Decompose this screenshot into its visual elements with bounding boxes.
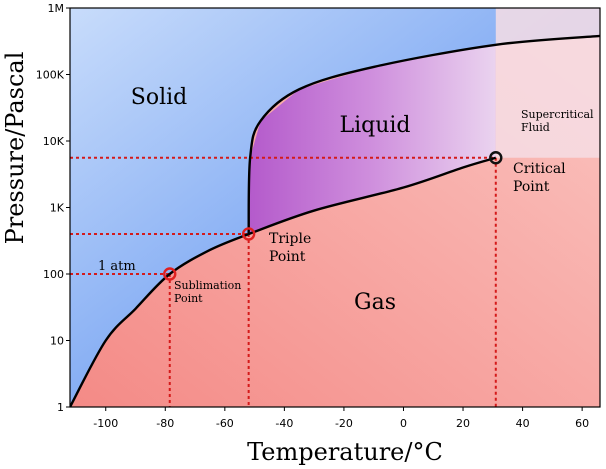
x-tick-label: -60 xyxy=(216,417,234,430)
x-tick-label: -40 xyxy=(275,417,293,430)
x-tick-label: 0 xyxy=(400,417,407,430)
y-tick-label: 1M xyxy=(48,2,65,15)
sublimation-point-label-line2: Point xyxy=(174,292,203,305)
triple-point-marker xyxy=(241,227,256,241)
supercritical-label-line2: Fluid xyxy=(521,121,550,134)
triple-point-label-line2: Point xyxy=(269,249,306,265)
x-tick-label: -20 xyxy=(335,417,353,430)
y-axis-title: Pressure/Pascal xyxy=(1,52,29,245)
x-tick-label: 20 xyxy=(456,417,470,430)
phase-regions xyxy=(70,8,600,407)
triple-point-label-line1: Triple xyxy=(269,231,311,247)
dotted-guide-lines xyxy=(70,156,497,407)
melting-curve xyxy=(247,34,600,234)
critical-point-marker xyxy=(489,151,503,165)
critical-point-label-line1: Critical xyxy=(513,161,566,177)
critical-point-label-line2: Point xyxy=(513,179,550,195)
supercritical-region xyxy=(495,8,600,158)
x-axis-ticks: -100 -80 -60 -40 -20 0 20 40 60 xyxy=(93,407,589,430)
supercritical-label-line1: Supercritical xyxy=(521,108,594,121)
x-axis-title: Temperature/°C xyxy=(247,438,443,466)
y-tick-label: 1K xyxy=(50,202,65,215)
special-points xyxy=(163,151,503,281)
solid-label: Solid xyxy=(131,85,187,110)
one-atm-label: 1 atm xyxy=(98,259,136,274)
y-axis-ticks: 1 10 100 1K 10K 100K 1M xyxy=(36,2,70,414)
x-tick-label: -80 xyxy=(156,417,174,430)
liquid-label: Liquid xyxy=(339,113,410,138)
y-tick-label: 100 xyxy=(43,268,64,281)
sublimation-point-marker xyxy=(163,267,177,281)
sublimation-point-label-line1: Sublimation xyxy=(174,279,241,292)
y-tick-label: 100K xyxy=(36,69,65,82)
vaporization-curve xyxy=(248,156,497,236)
phase-boundary-curves xyxy=(70,34,600,407)
sublimation-curve xyxy=(70,232,250,407)
liquid-region xyxy=(248,44,496,234)
x-tick-label: 40 xyxy=(516,417,530,430)
solid-region xyxy=(70,8,600,407)
x-tick-label: 60 xyxy=(575,417,589,430)
y-tick-label: 10 xyxy=(50,335,64,348)
x-tick-label: -100 xyxy=(93,417,118,430)
y-tick-label: 1 xyxy=(57,401,64,414)
gas-label: Gas xyxy=(354,290,396,315)
y-tick-label: 10K xyxy=(43,135,65,148)
